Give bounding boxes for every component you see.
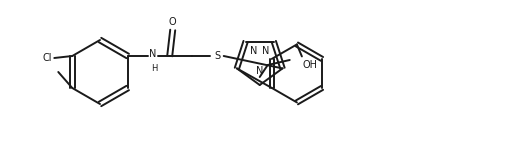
Text: Cl: Cl xyxy=(43,53,52,63)
Text: N: N xyxy=(149,49,156,59)
Text: O: O xyxy=(169,17,176,27)
Text: H: H xyxy=(152,64,158,73)
Text: S: S xyxy=(215,51,221,61)
Text: N: N xyxy=(256,66,263,76)
Text: N: N xyxy=(250,46,257,56)
Text: N: N xyxy=(262,46,270,56)
Text: OH: OH xyxy=(303,60,318,70)
